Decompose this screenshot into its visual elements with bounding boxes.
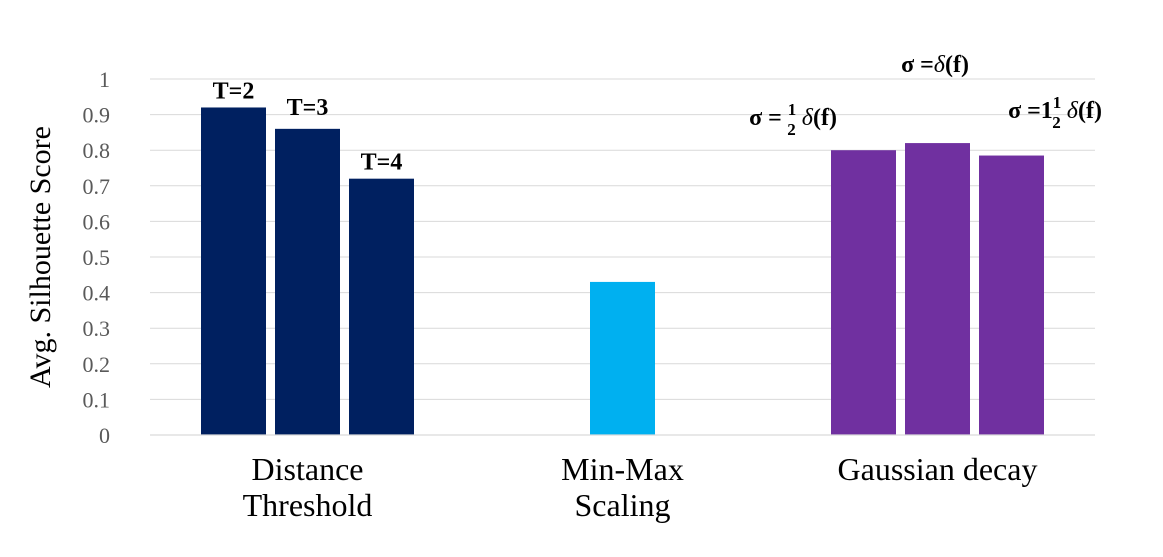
bar-label: σ =11 2 δ(f) <box>1008 93 1102 132</box>
bar <box>905 143 970 435</box>
y-tick-label: 0.8 <box>83 138 111 163</box>
x-category-label: Threshold <box>243 487 373 523</box>
x-category-label: Scaling <box>575 487 671 523</box>
bar-label: T=4 <box>361 150 403 176</box>
bar-label: T=2 <box>213 78 255 104</box>
x-category-label: Min-Max <box>561 451 684 487</box>
y-tick-label: 0.6 <box>83 209 111 234</box>
x-category-label: Gaussian decay <box>838 451 1038 487</box>
bar-label: σ =δ(f) <box>901 52 969 78</box>
y-tick-label: 0.2 <box>83 352 111 377</box>
y-tick-label: 0.9 <box>83 103 111 128</box>
bar <box>275 128 340 435</box>
y-tick-label: 0.3 <box>83 316 111 341</box>
bars <box>201 107 1044 436</box>
y-axis-title: Avg. Silhouette Score <box>24 126 57 388</box>
y-tick-label: 1 <box>99 67 110 92</box>
bar <box>979 155 1044 436</box>
y-tick-label: 0.7 <box>83 174 111 199</box>
bar <box>590 281 655 435</box>
y-axis-ticks: 0 0.1 0.2 0.3 0.4 0.5 0.6 0.7 0.8 0.9 1 <box>83 67 111 448</box>
y-tick-label: 0 <box>99 423 110 448</box>
bar <box>201 107 266 435</box>
y-tick-label: 0.5 <box>83 245 111 270</box>
x-category-label: Distance <box>252 451 364 487</box>
y-tick-label: 0.1 <box>83 387 111 412</box>
bar <box>349 178 414 435</box>
bar <box>831 150 896 435</box>
bar-label: T=3 <box>287 95 329 121</box>
y-tick-label: 0.4 <box>83 281 111 306</box>
